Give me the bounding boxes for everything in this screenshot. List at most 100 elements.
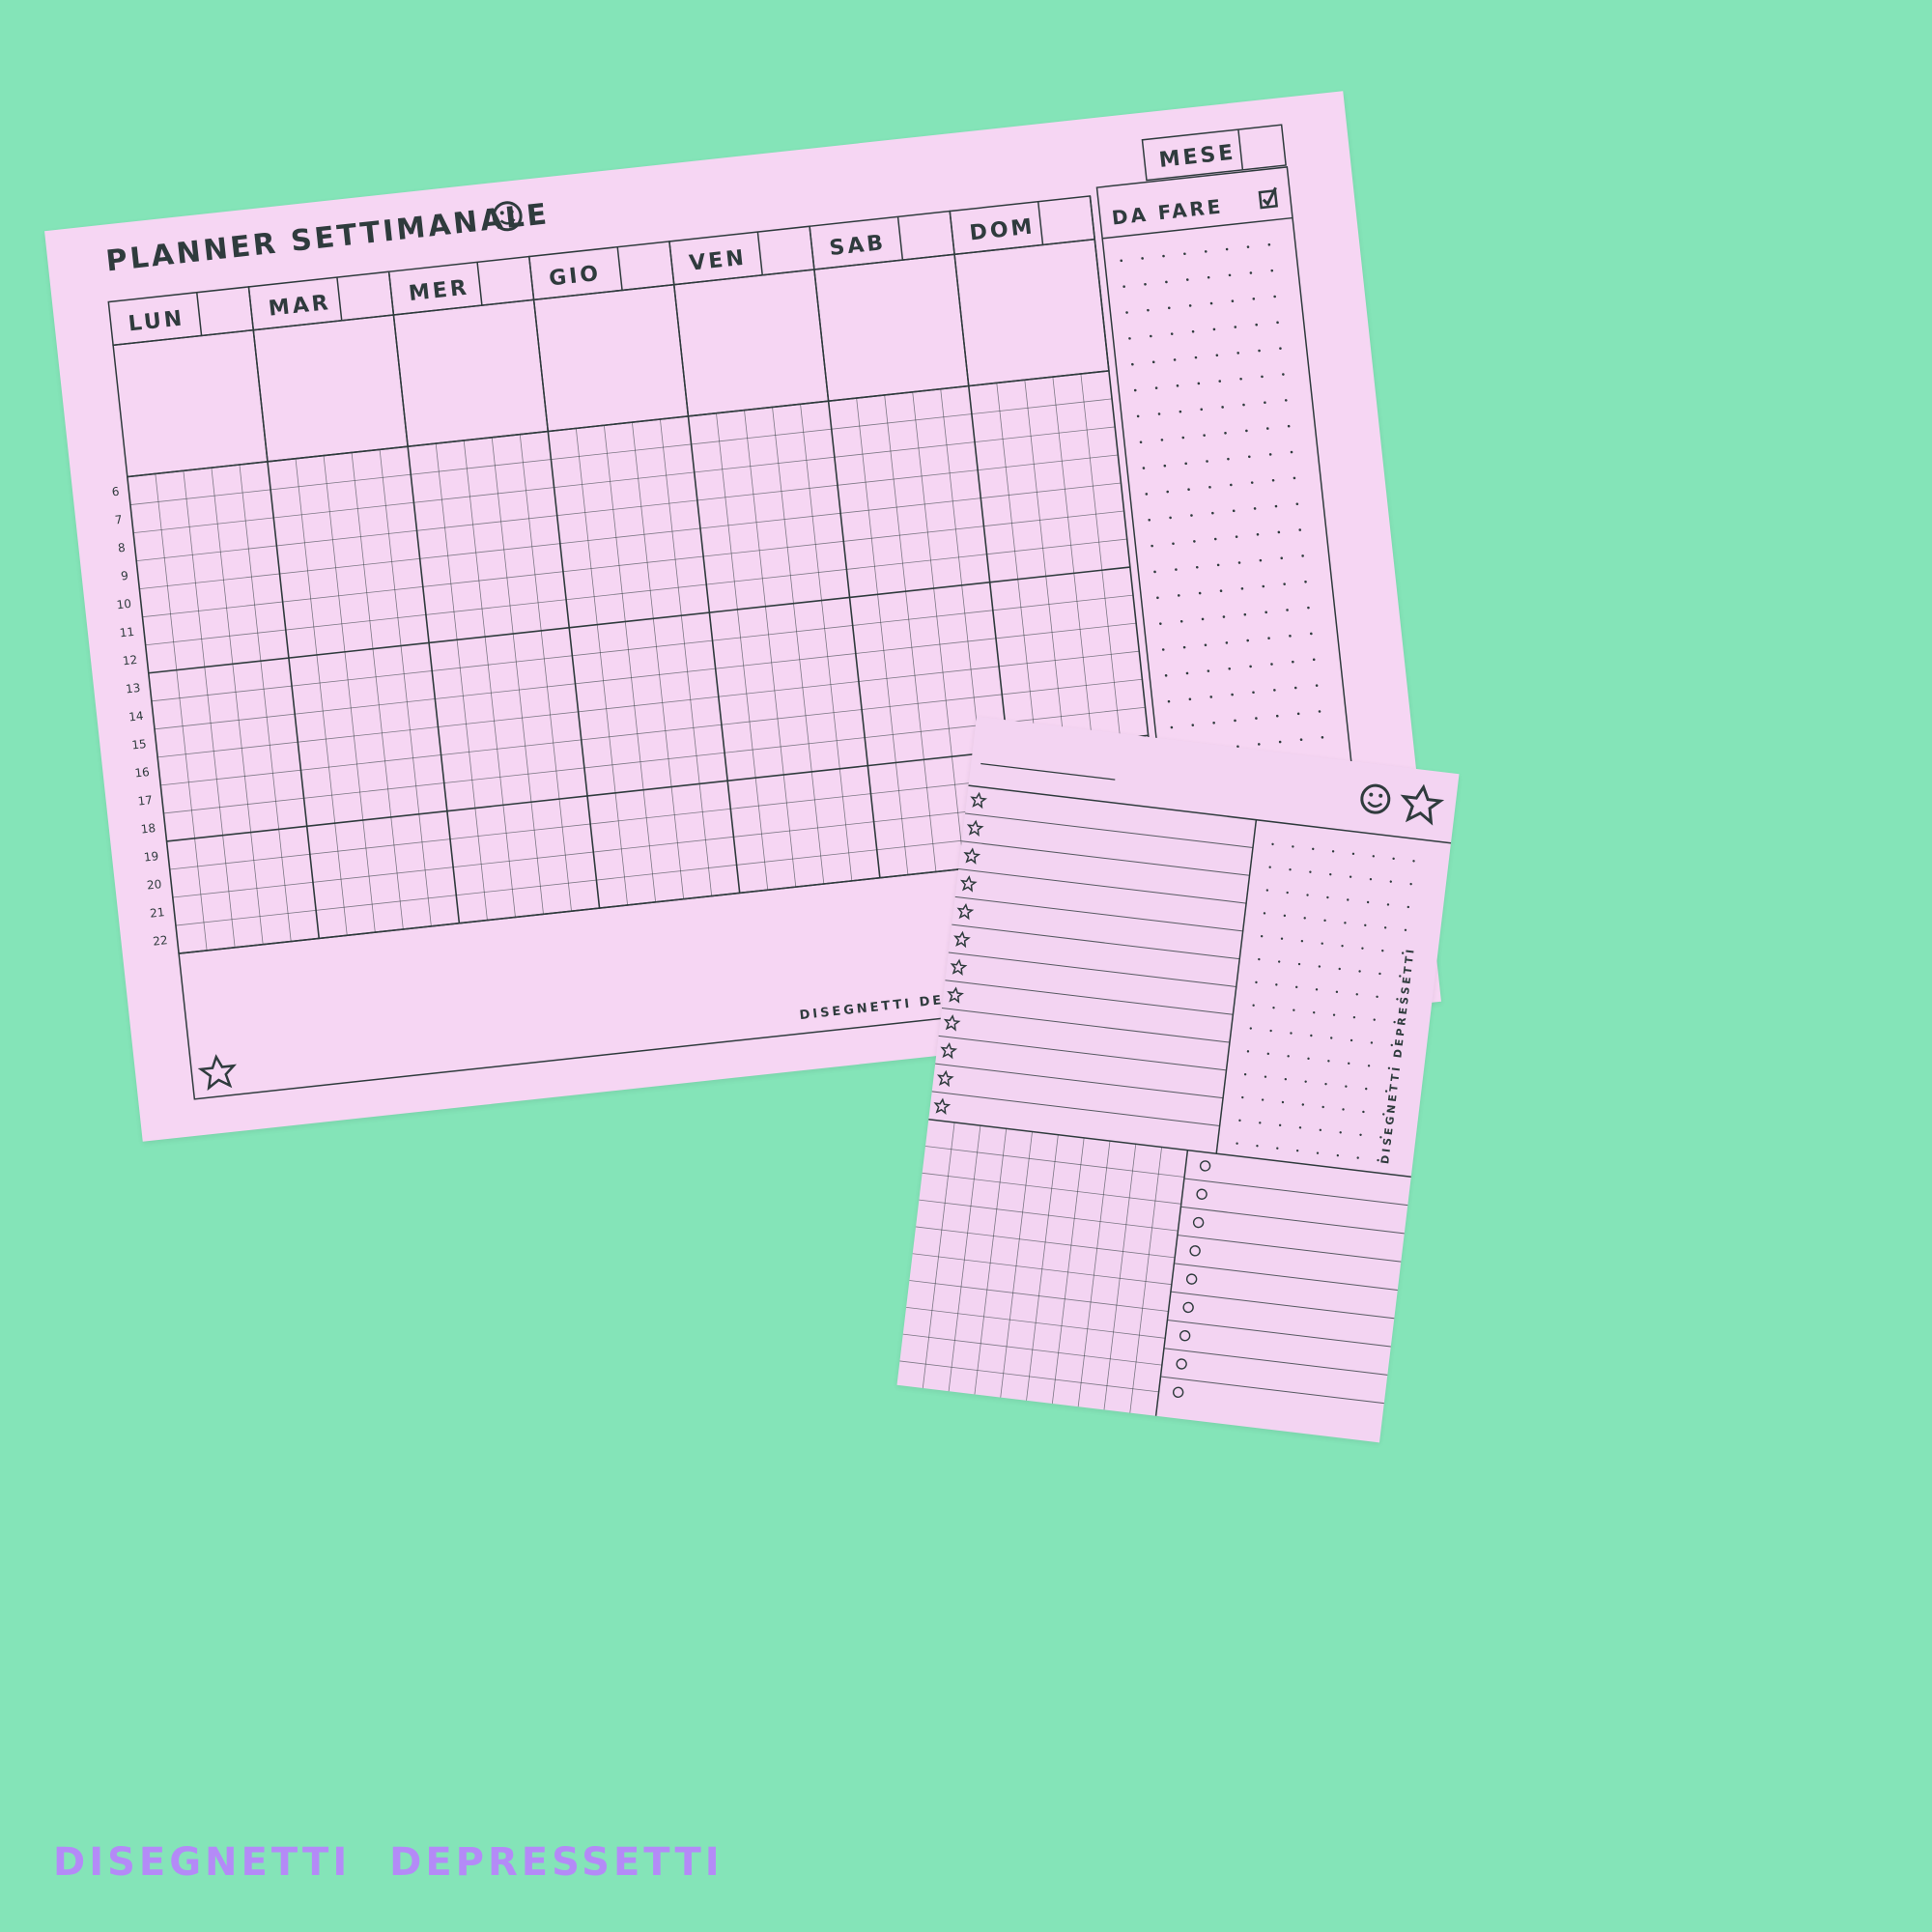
dot (1303, 917, 1306, 920)
dot (1221, 406, 1224, 409)
dot (1260, 935, 1264, 938)
grid-hour-line (139, 482, 1122, 590)
task-line (952, 923, 1240, 960)
dot (1278, 1123, 1282, 1127)
day-notes-box[interactable] (392, 298, 550, 448)
circle-bullet-icon[interactable] (1199, 1160, 1211, 1172)
dot (1151, 360, 1155, 364)
dot (1287, 424, 1291, 428)
grid-subcolumn (856, 398, 909, 875)
dot (1194, 355, 1198, 359)
dot (1279, 347, 1282, 350)
dot (1246, 1050, 1250, 1053)
star-icon (197, 1054, 238, 1092)
circle-bullet-icon[interactable] (1196, 1188, 1208, 1200)
dot (1170, 332, 1174, 335)
dot (1265, 889, 1269, 892)
dot (1273, 689, 1276, 692)
circle-bullet-icon[interactable] (1179, 1330, 1191, 1342)
grid-block-line (127, 370, 1110, 478)
hour-label-7: 7 (114, 513, 123, 527)
dot (1228, 273, 1232, 277)
dot (1215, 354, 1219, 357)
dot (1228, 667, 1232, 670)
grid-hour-line (160, 678, 1143, 786)
dot (1341, 944, 1344, 948)
dot (1204, 250, 1208, 253)
dot (1401, 952, 1405, 954)
day-label: MAR (268, 291, 332, 322)
dot (1284, 399, 1288, 402)
dot (1235, 535, 1238, 538)
dot (1212, 722, 1215, 724)
day-notes-box[interactable] (112, 328, 269, 478)
grid-subcolumn (744, 410, 797, 888)
star-bullet-icon (956, 902, 975, 921)
dot (1306, 894, 1309, 896)
dot (1222, 615, 1226, 618)
dot (1347, 898, 1350, 901)
grid-subcolumn (912, 391, 965, 869)
grid-hour-line (154, 622, 1137, 730)
hour-label-11: 11 (119, 625, 135, 640)
dot (1165, 280, 1168, 284)
dot (1319, 1128, 1322, 1132)
dot (1245, 429, 1248, 433)
star-bullet-icon (970, 791, 987, 810)
dot (1356, 1156, 1359, 1159)
dot (1249, 1027, 1252, 1030)
day-notes-box[interactable] (813, 253, 970, 403)
day-notes-box[interactable] (953, 238, 1110, 387)
dot (1409, 882, 1412, 886)
month-box[interactable] (1141, 124, 1287, 182)
day-notes-box[interactable] (252, 314, 409, 463)
date-line[interactable] (980, 762, 1116, 781)
day-notes-box[interactable] (672, 269, 830, 417)
circle-bullet-icon[interactable] (1192, 1216, 1205, 1229)
dot (1252, 1004, 1255, 1007)
dot (1259, 558, 1263, 562)
task-line (965, 812, 1254, 848)
circle-bullet-icon[interactable] (1182, 1301, 1194, 1314)
header-line (968, 784, 1452, 844)
dot (1148, 518, 1151, 522)
circle-bullet-icon[interactable] (1185, 1273, 1198, 1285)
dot (1231, 693, 1234, 696)
task-line (945, 980, 1234, 1015)
circle-bullet-icon[interactable] (1176, 1358, 1187, 1370)
dot (1236, 352, 1240, 355)
grid-column (1026, 1134, 1059, 1401)
dot (1393, 1020, 1396, 1024)
dot (1253, 507, 1257, 510)
grid-subcolumn (239, 464, 292, 942)
grid-subcolumn (183, 470, 236, 948)
smiley-icon (492, 201, 523, 232)
task-line (958, 868, 1247, 904)
dot (1331, 850, 1335, 853)
dot (1386, 903, 1390, 906)
hour-label-13: 13 (125, 681, 141, 696)
circle-bullet-icon[interactable] (1172, 1386, 1184, 1398)
grid-subcolumn (491, 437, 544, 915)
dot (1396, 998, 1399, 1001)
month-label: MESE (1158, 141, 1237, 173)
dot (1256, 1144, 1259, 1148)
circle-bullet-icon[interactable] (1189, 1245, 1201, 1257)
dot (1283, 582, 1286, 585)
dot (1367, 1065, 1371, 1067)
dot (1227, 457, 1230, 461)
dot (1234, 719, 1236, 723)
dot (1315, 684, 1319, 687)
grid-row (912, 1253, 1172, 1286)
dot (1369, 877, 1373, 881)
dot (1323, 919, 1326, 923)
dot (1184, 462, 1187, 466)
dot (1265, 427, 1269, 430)
dot (1209, 301, 1213, 305)
task-line (941, 1008, 1230, 1043)
day-notes-box[interactable] (532, 283, 690, 433)
checklist-line (1183, 1178, 1408, 1207)
grid-subcolumn (716, 412, 769, 891)
dot (1204, 643, 1208, 647)
dot (1339, 1131, 1342, 1134)
